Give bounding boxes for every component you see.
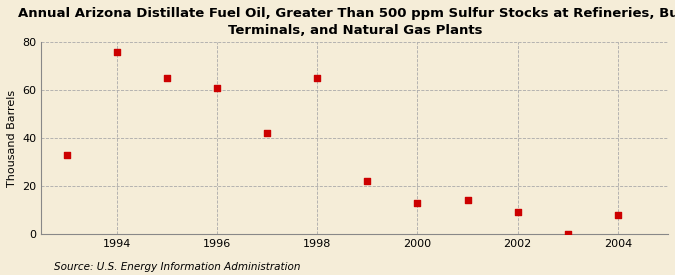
Point [61, 153, 72, 157]
Point [161, 76, 172, 80]
Text: Source: U.S. Energy Information Administration: Source: U.S. Energy Information Administ… [54, 262, 300, 272]
Point [262, 131, 273, 136]
Point [312, 76, 323, 80]
Point [462, 198, 473, 203]
Point [111, 50, 122, 54]
Y-axis label: Thousand Barrels: Thousand Barrels [7, 90, 17, 187]
Point [412, 200, 423, 205]
Point [562, 232, 573, 236]
Point [512, 210, 523, 214]
Title: Annual Arizona Distillate Fuel Oil, Greater Than 500 ppm Sulfur Stocks at Refine: Annual Arizona Distillate Fuel Oil, Grea… [18, 7, 675, 37]
Point [362, 179, 373, 183]
Point [612, 213, 623, 217]
Point [211, 86, 222, 90]
